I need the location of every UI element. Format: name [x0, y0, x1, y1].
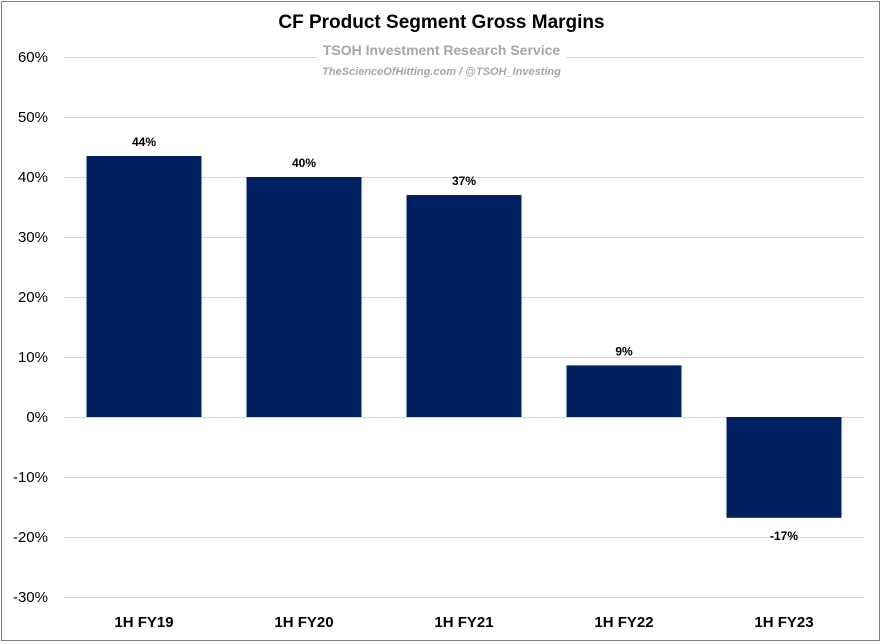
data-label: 37% [452, 174, 476, 188]
data-label: 40% [292, 156, 316, 170]
bars [86, 156, 842, 518]
bar [566, 365, 682, 417]
x-tick-label: 1H FY22 [594, 614, 653, 631]
x-tick-label: 1H FY21 [434, 614, 493, 631]
data-label: -17% [770, 529, 798, 543]
x-tick-label: 1H FY20 [274, 614, 333, 631]
y-tick-label: -30% [13, 589, 48, 606]
y-tick-label: 40% [18, 169, 48, 186]
y-axis-ticks: -30% -20% -10% 0% 10% 20% 30% 40% 50% 60% [13, 49, 48, 606]
y-tick-label: 10% [18, 349, 48, 366]
bar [86, 156, 202, 417]
y-tick-label: 50% [18, 109, 48, 126]
bar [406, 195, 522, 417]
chart-subtitle: TSOH Investment Research Service [0, 42, 883, 58]
chart-title: CF Product Segment Gross Margins [0, 12, 883, 34]
y-tick-label: 60% [18, 49, 48, 66]
chart-credit: TheScienceOfHitting.com / @TSOH_Investin… [0, 66, 883, 78]
x-axis-ticks: 1H FY19 1H FY20 1H FY21 1H FY22 1H FY23 [114, 614, 813, 631]
bar [726, 417, 842, 518]
x-tick-label: 1H FY23 [754, 614, 813, 631]
data-label: 44% [132, 135, 156, 149]
data-label: 9% [615, 344, 633, 358]
data-labels: 44% 40% 37% 9% -17% [132, 135, 798, 543]
y-tick-label: 20% [18, 289, 48, 306]
y-tick-label: 0% [26, 409, 48, 426]
y-tick-label: -20% [13, 529, 48, 546]
y-tick-label: 30% [18, 229, 48, 246]
y-tick-label: -10% [13, 469, 48, 486]
x-tick-label: 1H FY19 [114, 614, 173, 631]
bar [246, 177, 362, 417]
